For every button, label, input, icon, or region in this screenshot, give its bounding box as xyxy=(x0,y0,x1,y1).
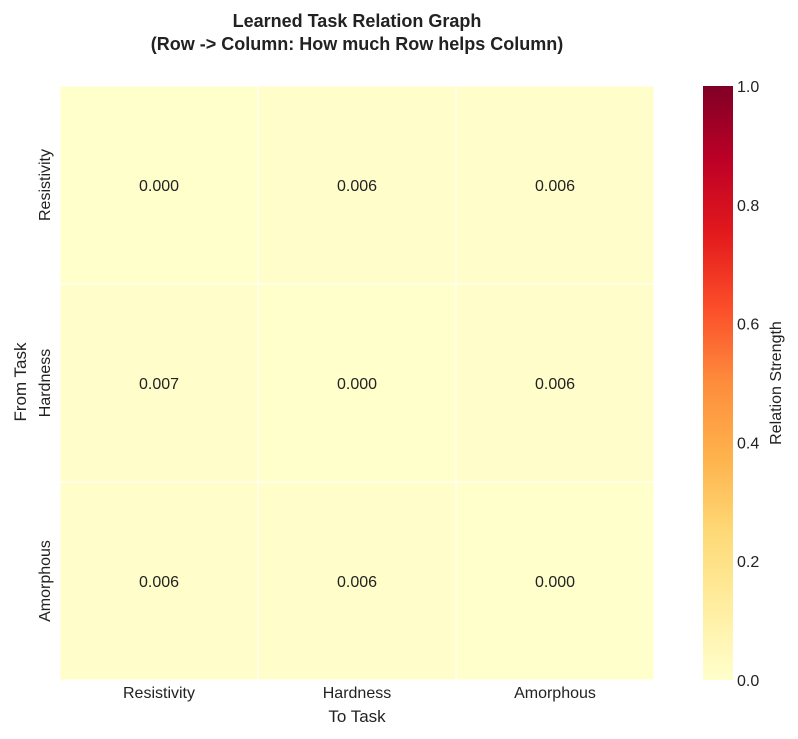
y-tick-labels: Resistivity Hardness Amorphous xyxy=(37,149,54,622)
y-tick-label: Resistivity xyxy=(37,149,54,221)
y-tick-label: Hardness xyxy=(37,349,54,417)
cell-value-label: 0.000 xyxy=(535,574,575,591)
heatmap-cell xyxy=(455,85,655,285)
x-axis-label: To Task xyxy=(328,707,386,726)
colorbar-label: Relation Strength xyxy=(768,321,785,445)
colorbar-tick-label: 0.4 xyxy=(737,435,759,452)
x-tick-label: Resistivity xyxy=(123,685,195,702)
heatmap-cell xyxy=(257,85,457,285)
cell-value-label: 0.000 xyxy=(337,376,377,393)
colorbar-tick-label: 1.0 xyxy=(737,79,759,96)
heatmap-cell xyxy=(59,283,259,483)
colorbar-tick-label: 0.0 xyxy=(737,673,759,690)
cell-value-label: 0.007 xyxy=(139,376,179,393)
x-tick-label: Amorphous xyxy=(514,685,596,702)
heatmap-cell xyxy=(257,481,457,681)
heatmap-cell xyxy=(59,481,259,681)
colorbar-tick-label: 0.6 xyxy=(737,317,759,334)
heatmap-cells: 0.000 0.006 0.006 0.007 0.000 0.006 0.006 0.006… xyxy=(59,85,655,681)
x-tick-labels: Resistivity Hardness Amorphous xyxy=(123,685,596,702)
heatmap-cell xyxy=(59,85,259,285)
heatmap-cell xyxy=(455,283,655,483)
cell-value-label: 0.006 xyxy=(337,574,377,591)
heatmap-cell xyxy=(455,481,655,681)
x-tick-label: Hardness xyxy=(323,685,391,702)
colorbar-tick-label: 0.8 xyxy=(737,198,759,215)
cell-value-label: 0.006 xyxy=(535,376,575,393)
y-axis-label: From Task xyxy=(11,342,30,422)
cell-value-label: 0.006 xyxy=(337,178,377,195)
cell-value-label: 0.006 xyxy=(535,178,575,195)
chart-title: Learned Task Relation Graph xyxy=(233,11,482,31)
cell-value-label: 0.006 xyxy=(139,574,179,591)
cell-value-label: 0.000 xyxy=(139,178,179,195)
heatmap-cell xyxy=(257,283,457,483)
colorbar-tick-label: 0.2 xyxy=(737,554,759,571)
y-tick-label: Amorphous xyxy=(37,540,54,622)
colorbar xyxy=(703,86,733,680)
colorbar-ticks: 0.0 0.2 0.4 0.6 0.8 1.0 xyxy=(737,79,759,690)
chart-subtitle: (Row -> Column: How much Row helps Colum… xyxy=(151,34,563,54)
